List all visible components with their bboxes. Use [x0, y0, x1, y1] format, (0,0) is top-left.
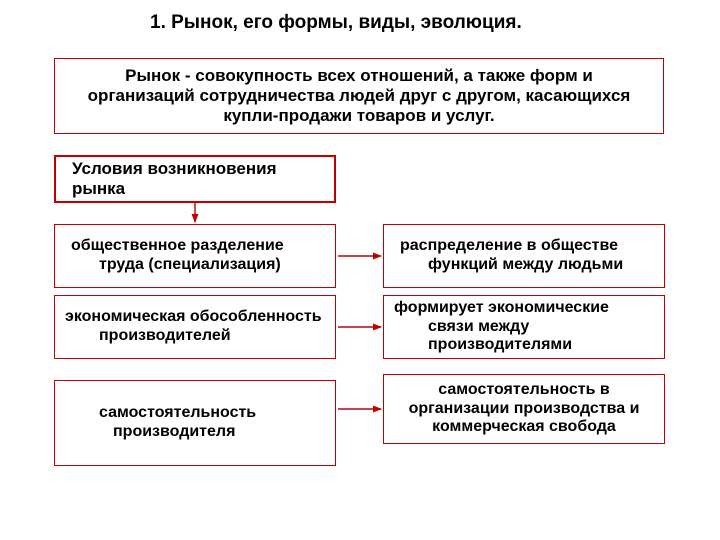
- stage: 1. Рынок, его формы, виды, эволюция. Рын…: [0, 0, 720, 540]
- arrows-layer: [0, 0, 720, 540]
